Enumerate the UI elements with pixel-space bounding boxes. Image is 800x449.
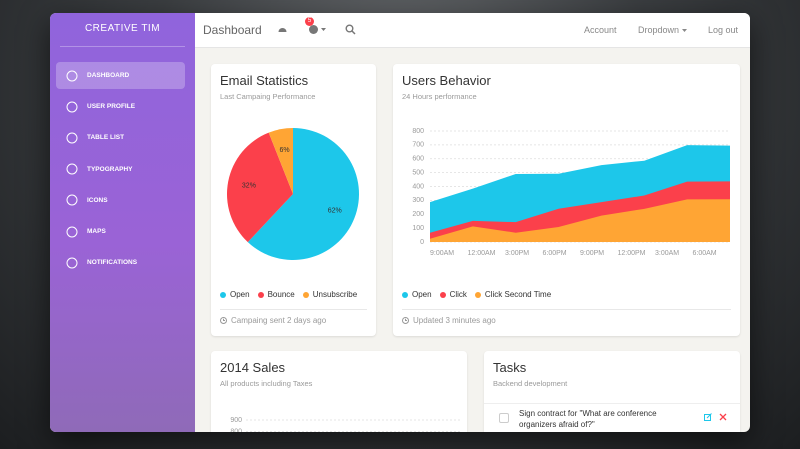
legend-label: Click Second Time [484,290,552,299]
search-icon[interactable] [345,24,356,35]
nav-item[interactable]: TYPOGRAPHY [56,156,185,183]
legend: Open Bounce Unsubscribe [220,290,357,299]
legend-item: Bounce [257,290,295,299]
divider [220,309,367,310]
card-subtitle: All products including Taxes [220,379,313,388]
task-text: Sign contract for "What are conference o… [519,409,657,429]
legend-item: Open [402,290,432,299]
nav-label: TYPOGRAPHY [87,165,133,173]
nav-link[interactable]: Account [584,25,617,35]
nav-item[interactable]: NOTIFICATIONS [56,249,185,276]
behavior-card: Users Behavior 24 Hours performance Open… [393,64,740,336]
footer-text: Campaing sent 2 days ago [231,316,327,325]
legend-dot [302,291,309,298]
legend-label: Bounce [267,290,295,299]
legend-item: Click Second Time [474,290,552,299]
app-window: CREATIVE TIM DASHBOARD USER PROFILE TABLE … [50,13,750,432]
navbar-title[interactable]: Dashboard [203,23,262,37]
nav-item[interactable]: TABLE LIST [56,124,185,151]
nav-link[interactable]: Dropdown [638,25,680,35]
legend-dot [439,291,446,298]
legend-label: Unsubscribe [312,290,358,299]
nav-item[interactable]: ICONS [56,187,185,214]
nav-label: DASHBOARD [87,72,130,79]
nav-label: MAPS [87,228,106,235]
task-row: Sign contract for "What are conference o… [484,403,740,432]
edit-icon[interactable] [704,413,712,421]
card-subtitle: Backend development [493,379,568,388]
caret [321,28,326,31]
nav-label: ICONS [87,196,108,204]
legend-label: Open [412,290,432,299]
delete-icon[interactable] [719,413,727,421]
card-footer: Campaing sent 2 days ago [220,316,326,325]
nav-label: USER PROFILE [87,103,136,111]
legend-item: Click [439,290,467,299]
legend: Open Click Click Second Time [402,290,551,299]
gauge-icon[interactable] [277,24,288,35]
legend-dot [474,291,481,298]
legend-label: Open [230,290,250,299]
nav-icon [66,257,78,269]
legend-dot [220,291,226,298]
history-icon [402,317,409,324]
nav-icon [66,226,78,237]
tasks-card: Tasks Backend development Sign contract … [484,351,740,432]
card-subtitle: 24 Hours performance [402,92,477,101]
nav-icon [66,70,78,81]
caret [682,29,687,32]
nav-item[interactable]: MAPS [56,218,185,245]
card-subtitle: Last Campaing Performance [220,92,316,101]
card-footer: Updated 3 minutes ago [402,316,496,325]
nav-label: NOTIFICATIONS [87,259,138,267]
sidebar: CREATIVE TIM DASHBOARD USER PROFILE TABLE … [50,13,195,432]
card-title: Users Behavior [402,73,491,88]
legend-dot [402,291,408,298]
globe-icon[interactable] [308,24,319,35]
legend-item: Open [220,290,250,299]
nav-label: TABLE LIST [87,134,125,142]
notification-badge: 5 [305,17,314,26]
divider [60,46,185,47]
nav-icon [66,163,78,175]
card-title: 2014 Sales [220,360,286,375]
brand[interactable]: CREATIVE TIM [84,23,161,34]
sales-card: 2014 Sales All products including Taxes [211,351,467,432]
legend-item: Unsubscribe [302,290,358,299]
nav-icon [66,132,78,144]
task-checkbox[interactable] [499,413,509,423]
nav-icon [66,101,78,113]
nav-link[interactable]: Log out [708,25,739,35]
legend-label: Click [449,290,467,299]
card-title: Email Statistics [220,73,309,88]
divider [402,309,731,310]
card-title: Tasks [493,360,527,375]
email-card: Email Statistics Last Campaing Performan… [211,64,376,336]
nav-icon [66,194,78,206]
nav-item[interactable]: USER PROFILE [56,93,185,120]
nav-item[interactable]: DASHBOARD [56,62,185,89]
navbar: Dashboard 5 Account Dropdown Log out [195,13,750,48]
clock-icon [220,317,227,324]
legend-dot [257,291,264,298]
footer-text: Updated 3 minutes ago [413,316,496,325]
